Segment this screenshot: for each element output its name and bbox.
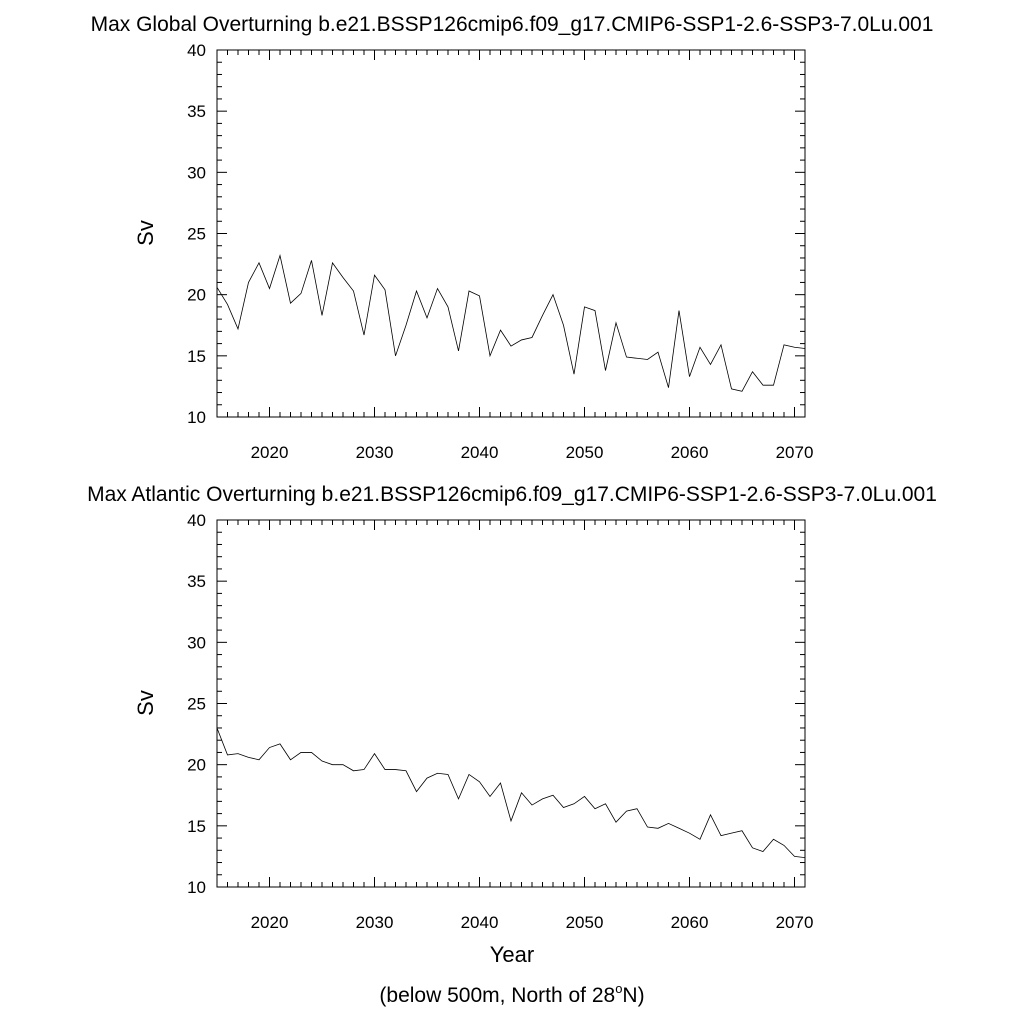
x-tick-label: 2030 [356,443,394,462]
footnote-degree: o [615,981,622,996]
x-tick-label: 2040 [461,913,499,932]
y-tick-label: 15 [187,817,206,836]
x-tick-label: 2020 [251,443,289,462]
x-tick-label: 2060 [671,443,709,462]
atlantic-overturning-panel: Max Atlantic Overturning b.e21.BSSP126cm… [87,483,937,967]
y-tick-label: 25 [187,225,206,244]
y-tick-label: 10 [187,408,206,427]
global-overturning-panel: Max Global Overturning b.e21.BSSP126cmip… [91,13,934,462]
atlantic-y-ticks [217,519,805,888]
x-tick-label: 2070 [776,913,814,932]
y-tick-label: 10 [187,878,206,897]
x-tick-label: 2070 [776,443,814,462]
y-tick-label: 40 [187,41,206,60]
global-series-line [216,253,806,392]
global-y-axis-label: Sv [133,220,158,246]
atlantic-series [216,727,806,859]
y-tick-label: 35 [187,102,206,121]
atlantic-plot-frame [216,519,806,888]
atlantic-x-ticks [216,520,806,887]
y-tick-label: 25 [187,695,206,714]
global-plot-frame [216,49,806,418]
global-panel-title: Max Global Overturning b.e21.BSSP126cmip… [91,13,934,36]
y-tick-label: 40 [187,511,206,530]
x-tick-label: 2050 [566,913,604,932]
y-tick-label: 30 [187,163,206,182]
y-tick-label: 35 [187,572,206,591]
global-series [216,253,806,392]
atlantic-y-axis-label: Sv [133,690,158,716]
global-y-tick-labels: 10 15 20 25 30 35 40 [187,41,206,427]
y-tick-label: 20 [187,756,206,775]
footnote-suffix: N) [622,984,644,1007]
x-tick-label: 2050 [566,443,604,462]
atlantic-series-line [216,727,806,859]
atlantic-panel-title: Max Atlantic Overturning b.e21.BSSP126cm… [87,483,937,506]
x-tick-label: 2020 [251,913,289,932]
y-tick-label: 30 [187,633,206,652]
footnote-caption: (below 500m, North of 28oN) [379,981,644,1007]
atlantic-x-axis-label: Year [490,942,534,967]
x-tick-label: 2060 [671,913,709,932]
y-tick-label: 20 [187,286,206,305]
atlantic-y-tick-labels: 10 15 20 25 30 35 40 [187,511,206,897]
x-tick-label: 2040 [461,443,499,462]
global-y-ticks [217,49,805,418]
footnote-prefix: (below 500m, North of 28 [379,984,615,1007]
atlantic-x-tick-labels: 2020 2030 2040 2050 2060 2070 [251,913,814,932]
x-tick-label: 2030 [356,913,394,932]
global-x-tick-labels: 2020 2030 2040 2050 2060 2070 [251,443,814,462]
global-x-ticks [216,50,806,417]
y-tick-label: 15 [187,347,206,366]
